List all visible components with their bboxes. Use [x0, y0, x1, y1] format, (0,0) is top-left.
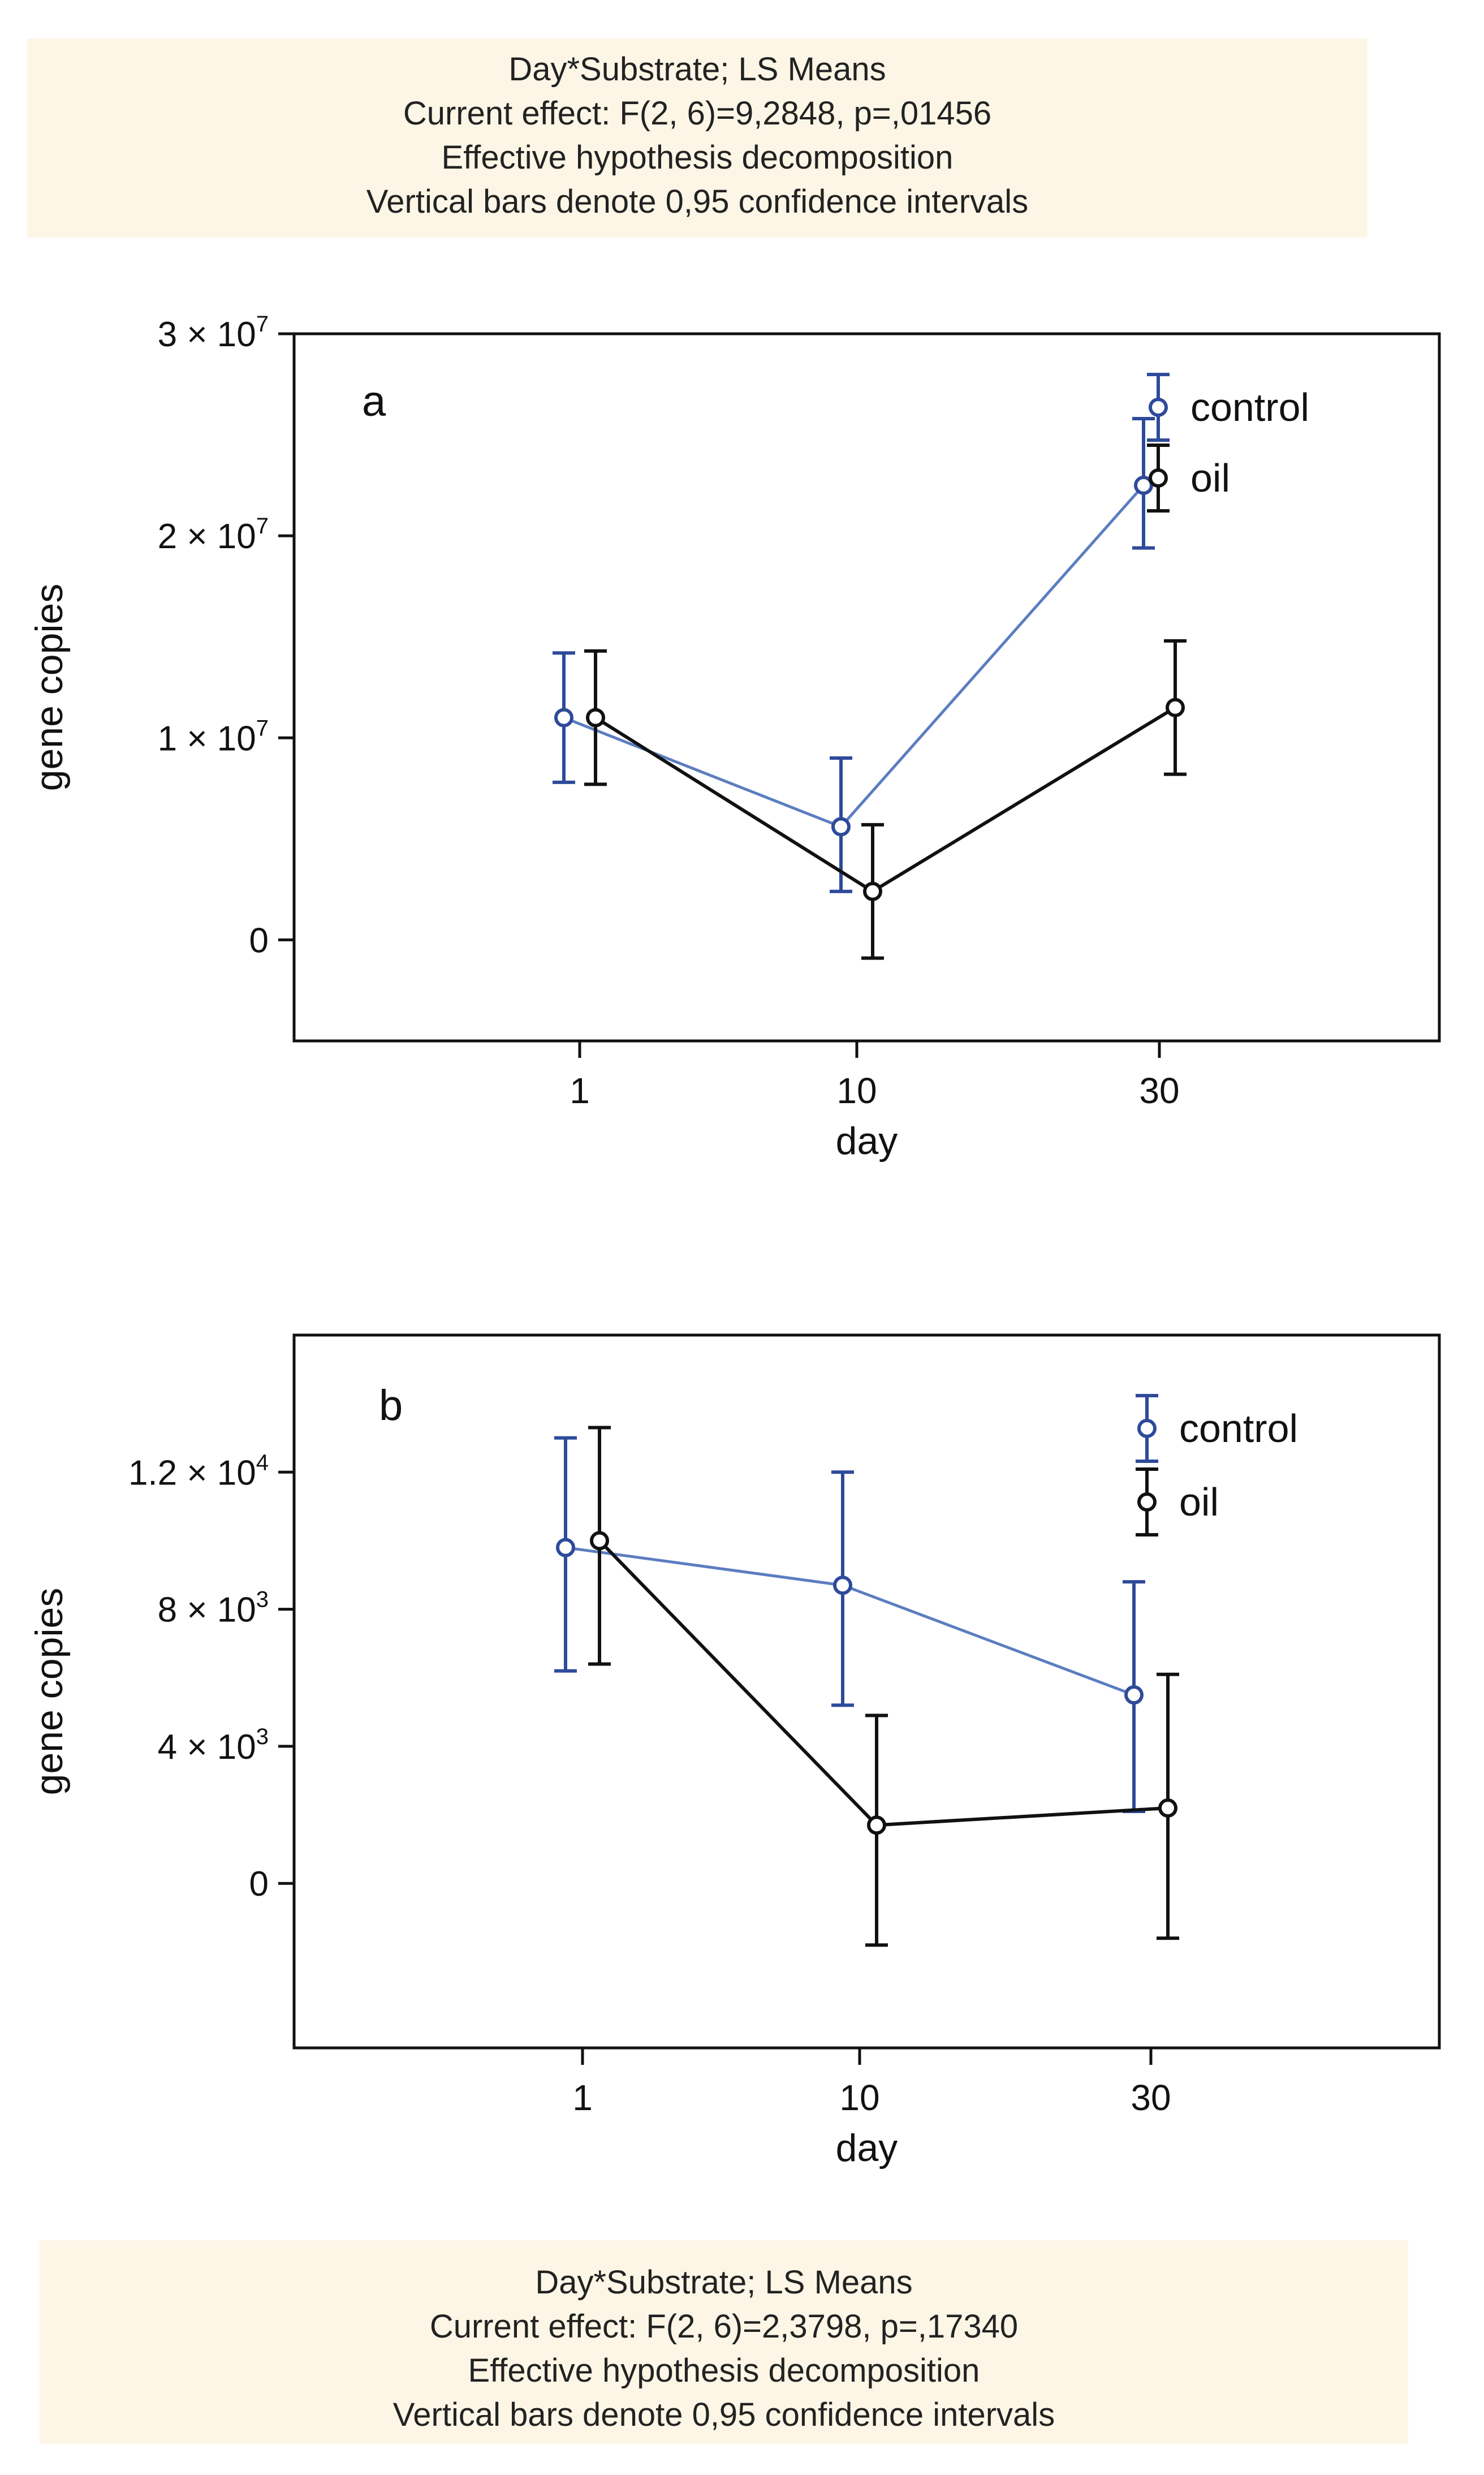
- plot-frame: [292, 332, 1441, 1043]
- x-tick-label: 10: [836, 1070, 877, 1111]
- y-tick-label: 3 × 107: [158, 312, 269, 354]
- data-point-control: [556, 1538, 575, 1557]
- plot-frame: [292, 1333, 1441, 2050]
- series-line-control: [563, 484, 1145, 829]
- y-tick-label: 0: [249, 1865, 269, 1904]
- data-point-control: [1134, 475, 1153, 495]
- x-tick-label: 30: [1131, 2077, 1171, 2118]
- stats-ci-note: Vertical bars denote 0,95 confidence int…: [392, 2396, 1055, 2433]
- stats-effect: Current effect: F(2, 6)=2,3798, p=,17340: [429, 2308, 1019, 2345]
- legend-marker-oil: [1137, 1492, 1157, 1512]
- stats-ci-note: Vertical bars denote 0,95 confidence int…: [366, 183, 1029, 220]
- y-tick-label: 0: [249, 921, 269, 960]
- x-axis-title: day: [836, 1120, 898, 1163]
- y-tick-label: 1 × 107: [158, 716, 269, 758]
- series-line-control: [565, 1546, 1134, 1697]
- x-axis-title: day: [836, 2127, 898, 2170]
- y-tick-label: 8 × 103: [158, 1587, 269, 1630]
- data-point-oil: [1166, 698, 1185, 717]
- data-point-oil: [1158, 1798, 1177, 1818]
- legend-marker-oil: [1149, 468, 1168, 488]
- y-tick-label: 2 × 107: [158, 514, 269, 556]
- x-tick-label: 1: [572, 2077, 593, 2118]
- stats-caption-bottom: Day*Substrate; LS Means Current effect: …: [40, 2240, 1408, 2444]
- data-point-oil: [863, 881, 882, 901]
- chart-a: 0 1 × 107 2 × 107 3 × 107 1 10 30 day gene copie…: [28, 312, 1441, 1163]
- stats-caption-top: Day*Substrate; LS Means Current effect: …: [27, 38, 1367, 238]
- stats-title: Day*Substrate; LS Means: [535, 2264, 913, 2301]
- panel-label: b: [379, 1381, 403, 1430]
- legend-marker-control: [1149, 398, 1168, 417]
- stats-decomposition: Effective hypothesis decomposition: [468, 2352, 980, 2389]
- legend-label-control: control: [1179, 1406, 1298, 1450]
- legend-label-oil: oil: [1179, 1480, 1219, 1524]
- data-point-control: [831, 817, 851, 837]
- legend-marker-control: [1137, 1419, 1157, 1438]
- x-tick-label: 1: [570, 1070, 590, 1111]
- series-line-oil: [598, 1539, 1168, 1827]
- x-tick-label: 30: [1139, 1070, 1179, 1111]
- data-point-control: [1124, 1685, 1144, 1705]
- series-line-oil: [594, 706, 1176, 894]
- y-axis-title: gene copies: [28, 1588, 71, 1796]
- stats-title: Day*Substrate; LS Means: [508, 51, 886, 88]
- data-point-oil: [590, 1531, 609, 1551]
- stats-effect: Current effect: F(2, 6)=9,2848, p=,01456: [403, 95, 992, 132]
- y-tick-label: 1.2 × 104: [128, 1450, 269, 1492]
- stats-decomposition: Effective hypothesis decomposition: [441, 139, 954, 176]
- data-point-oil: [867, 1815, 886, 1835]
- y-tick-label: 4 × 103: [158, 1724, 269, 1767]
- y-axis-title: gene copies: [28, 584, 71, 791]
- data-point-control: [833, 1576, 852, 1595]
- legend-label-oil: oil: [1190, 456, 1230, 500]
- data-point-oil: [586, 708, 605, 728]
- data-point-control: [554, 708, 573, 728]
- legend-label-control: control: [1190, 385, 1309, 429]
- panel-label: a: [362, 377, 386, 425]
- x-tick-label: 10: [839, 2077, 879, 2118]
- chart-b: 0 4 × 103 8 × 103 1.2 × 104 1 10 30 day gene cop…: [28, 1333, 1441, 2170]
